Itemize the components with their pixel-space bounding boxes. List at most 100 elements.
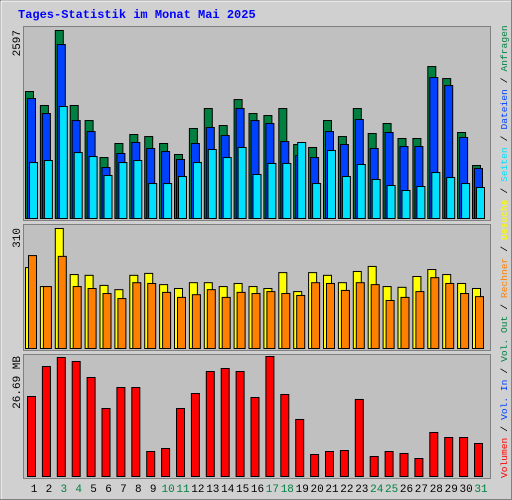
bar <box>386 184 396 220</box>
legend-separator: / <box>499 426 510 432</box>
bar <box>236 291 246 350</box>
bar <box>401 189 411 220</box>
bar <box>220 368 230 477</box>
x-tick-label: 7 <box>120 484 127 496</box>
x-tick-label: 11 <box>176 484 190 496</box>
bar <box>266 291 276 349</box>
bar <box>296 294 306 349</box>
bar <box>371 178 381 219</box>
x-tick-label: 6 <box>105 484 112 496</box>
bar <box>146 451 156 477</box>
bar <box>476 187 485 219</box>
x-tick-label: 18 <box>281 484 294 496</box>
x-tick-label: 3 <box>60 484 67 496</box>
bar <box>385 300 395 349</box>
bar <box>205 371 215 477</box>
x-tick-label: 17 <box>266 484 279 496</box>
bar <box>310 454 320 478</box>
bar <box>88 156 98 219</box>
bar <box>222 157 232 219</box>
bar <box>370 284 380 349</box>
bar <box>459 437 469 477</box>
bar <box>206 289 216 349</box>
x-tick-label: 22 <box>340 484 353 496</box>
bar <box>461 183 471 219</box>
bar <box>178 176 187 219</box>
bar <box>355 282 365 349</box>
bar <box>341 176 351 219</box>
bar <box>131 387 141 477</box>
bar <box>117 298 127 349</box>
bar <box>414 458 424 478</box>
x-tick-label: 26 <box>400 484 413 496</box>
bar <box>163 183 173 219</box>
bar <box>252 173 262 220</box>
bar <box>177 296 186 350</box>
bar <box>326 282 335 349</box>
x-tick-label: 31 <box>474 484 488 496</box>
x-tick-label: 24 <box>370 484 384 496</box>
x-tick-label: 8 <box>135 484 142 496</box>
bar <box>103 174 113 220</box>
legend-entry: Dateien <box>499 89 510 129</box>
x-tick-label: 1 <box>31 484 38 496</box>
bar <box>102 293 112 349</box>
bar <box>147 282 157 349</box>
legend: Volumen / Vol. In / Vol. Out / Rechner / Besuche… <box>499 25 510 478</box>
x-tick-label: 25 <box>385 484 398 496</box>
legend-entry: Seiten <box>499 147 510 182</box>
bar <box>445 282 455 349</box>
legend-entry: Besuche <box>499 199 510 240</box>
legend-entry: Vol. In <box>499 380 510 420</box>
x-tick-label: 20 <box>310 484 323 496</box>
legend-separator: / <box>499 246 510 252</box>
bar <box>474 442 483 477</box>
bar <box>369 455 379 477</box>
x-tick-label: 15 <box>236 484 249 496</box>
bar <box>73 152 83 220</box>
bar <box>161 447 171 477</box>
bar <box>340 289 350 350</box>
bar <box>312 183 322 219</box>
y-tick-label: 26.69 MB <box>12 356 24 409</box>
legend-separator: / <box>499 188 510 194</box>
x-tick-label: 19 <box>296 484 309 496</box>
bar <box>148 183 158 219</box>
bar <box>280 393 290 477</box>
bar <box>311 282 321 349</box>
bar <box>162 291 172 350</box>
bar <box>87 288 97 349</box>
x-tick-label: 30 <box>459 484 472 496</box>
bar <box>429 431 439 478</box>
bar <box>384 451 394 477</box>
bar <box>101 408 111 477</box>
chart-title: Tages-Statistik im Monat Mai 2025 <box>18 8 256 22</box>
legend-separator: / <box>499 135 510 141</box>
bar <box>29 162 38 219</box>
legend-separator: / <box>499 77 510 83</box>
x-tick-label: 28 <box>430 484 443 496</box>
bar <box>56 356 66 477</box>
bar <box>415 291 425 349</box>
x-tick-label: 23 <box>355 484 368 496</box>
x-tick-label: 29 <box>445 484 458 496</box>
bar <box>354 398 364 477</box>
bar <box>191 294 201 349</box>
bar <box>58 106 68 219</box>
bar <box>235 371 245 477</box>
bar <box>42 286 52 349</box>
legend-entry: Rechner <box>499 258 510 298</box>
legend-separator: / <box>499 368 510 374</box>
bar <box>250 397 260 477</box>
bar <box>27 396 36 477</box>
bar <box>41 366 51 477</box>
y-tick-label: 310 <box>12 228 24 248</box>
bar <box>72 286 82 349</box>
bar <box>281 293 291 349</box>
bar <box>118 162 128 219</box>
bar <box>190 393 200 477</box>
legend-entry: Volumen <box>499 438 510 478</box>
bar <box>416 186 426 220</box>
bar <box>237 146 247 219</box>
